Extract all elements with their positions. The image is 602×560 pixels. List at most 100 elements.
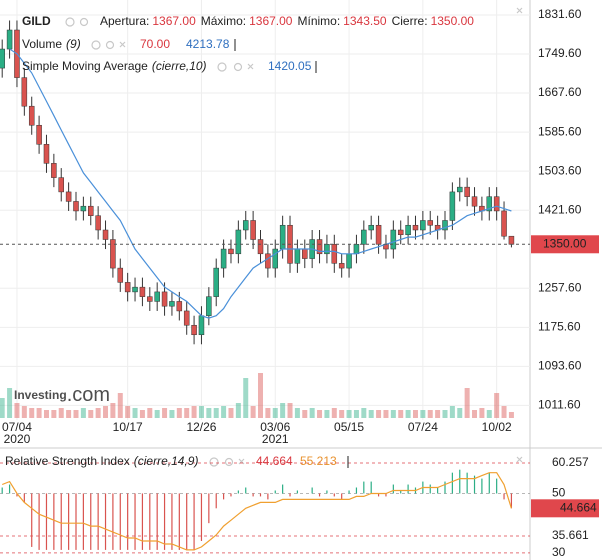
volume-bar [435, 410, 441, 418]
volume-bar [287, 403, 293, 418]
volume-bar [258, 373, 263, 418]
candle-body [220, 248, 227, 269]
eye-icon[interactable] [209, 457, 219, 467]
rsi-last-label: 44.664 [560, 500, 597, 514]
candle-body [361, 229, 367, 245]
candle-body [132, 286, 138, 293]
rsi-tick-label: 50 [552, 486, 566, 500]
volume-bar [368, 410, 374, 418]
watermark: Investing.com [14, 384, 110, 406]
candle-body [412, 224, 419, 231]
gear-icon[interactable] [224, 457, 234, 467]
close-icon[interactable] [247, 63, 254, 70]
volume-bar [147, 408, 153, 418]
rsi-name: Relative Strength Index [5, 454, 130, 468]
gear-icon[interactable] [105, 40, 115, 50]
candle-body [65, 191, 72, 202]
volume-bar [58, 408, 64, 418]
candle-body [331, 244, 338, 264]
volume-bar [361, 408, 367, 418]
legend-value: 1350.00 [431, 14, 475, 28]
volume-bar [398, 410, 404, 418]
volume-bar [464, 388, 470, 418]
legend-value: 1367.00 [249, 14, 293, 28]
volume-bar [117, 393, 123, 418]
volume-bar [472, 410, 478, 418]
volume-bar [21, 406, 27, 418]
volume-bar [213, 408, 219, 418]
close-icon[interactable] [238, 458, 245, 465]
rsi-legend: Relative Strength Index (cierre,14,9) [5, 454, 198, 468]
candle-body [154, 291, 160, 302]
volume-bar [390, 410, 396, 418]
rsi-tick-label: 35.661 [552, 528, 589, 542]
volume-bar [176, 408, 182, 418]
candle-body [43, 144, 50, 164]
candle-body [58, 177, 64, 193]
sma-name: Simple Moving Average [22, 59, 148, 73]
last-price-box [531, 235, 599, 254]
eye-icon[interactable] [91, 40, 101, 50]
candle-body [117, 267, 124, 283]
candle-body [51, 163, 57, 178]
close-icon[interactable] [516, 7, 523, 14]
volume-bar [339, 410, 345, 418]
legend-label: Cierre: [392, 14, 428, 28]
close-icon[interactable] [516, 456, 523, 463]
volume-bar [66, 410, 72, 418]
sma-value: 1420.05 [268, 59, 312, 73]
candle-body [191, 324, 197, 336]
y-tick-label: 1175.60 [538, 320, 581, 334]
sma-params: (cierre,10) [152, 59, 207, 73]
sma-legend: Simple Moving Average (cierre,10) [22, 59, 207, 73]
candle-body [198, 315, 205, 336]
volume-bar [479, 408, 485, 418]
volume-bar [412, 410, 418, 418]
gear-icon[interactable] [233, 62, 243, 72]
x-tick-label: 12/26 [186, 420, 216, 434]
volume-bar [110, 403, 116, 418]
legend-value: 1367.00 [152, 14, 196, 28]
volume-bar [294, 408, 300, 418]
volume-bar [427, 410, 433, 418]
eye-icon[interactable] [65, 17, 75, 27]
candle-body [471, 196, 478, 207]
volume-bar [508, 412, 514, 418]
volume-bar [420, 410, 426, 418]
candle-body [294, 248, 301, 264]
rsi-tick-label: 30 [552, 545, 566, 559]
volume-bar [309, 408, 315, 418]
volume-bar [29, 408, 35, 418]
y-tick-label: 1585.60 [538, 124, 582, 138]
volume-bar [228, 408, 234, 418]
volume-bar [243, 378, 249, 418]
volume-bar [132, 408, 138, 418]
volume-bar [14, 403, 20, 418]
volume-bar [0, 398, 5, 418]
candle-body [102, 229, 109, 240]
x-tick-year: 2021 [262, 432, 289, 446]
volume-bar [235, 403, 241, 418]
x-tick-label: 07/24 [408, 420, 438, 434]
volume-bar [184, 408, 190, 418]
candle-body [169, 301, 175, 307]
volume-bar [103, 406, 109, 418]
legend-label: Apertura: [100, 14, 149, 28]
candle-body [21, 77, 28, 107]
candle-body [302, 248, 308, 259]
candle-body [213, 267, 219, 297]
gear-icon[interactable] [79, 17, 89, 27]
candle-body [265, 253, 271, 269]
volume-bar [125, 406, 131, 418]
candle-body [110, 239, 116, 269]
candle-body [346, 253, 352, 269]
close-icon[interactable] [119, 41, 126, 48]
x-tick-year: 2020 [4, 432, 31, 446]
y-tick-label: 1831.60 [538, 7, 582, 21]
volume-bar [154, 410, 160, 418]
rsi-tick-label: 60.257 [552, 455, 589, 469]
volume-bar [265, 408, 271, 418]
candle-body [316, 239, 323, 255]
volume-bar [494, 393, 500, 418]
eye-icon[interactable] [217, 62, 227, 72]
